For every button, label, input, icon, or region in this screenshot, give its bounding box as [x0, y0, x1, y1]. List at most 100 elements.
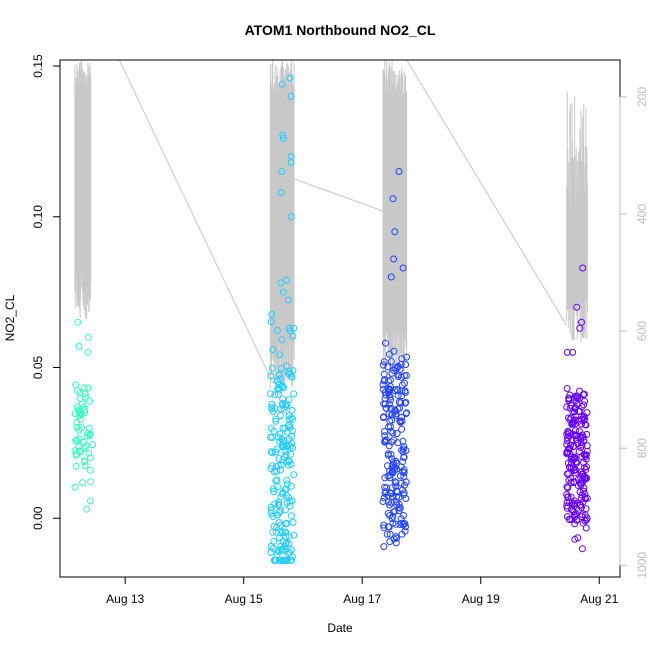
data-point [402, 410, 410, 418]
data-point [282, 540, 290, 548]
data-point [75, 342, 83, 350]
data-point [578, 453, 586, 461]
data-point [285, 421, 293, 429]
data-point [274, 483, 282, 491]
y-tick-label: 0.10 [31, 205, 45, 229]
data-point [273, 467, 281, 475]
x-tick-label: Aug 15 [225, 592, 263, 606]
data-point [72, 462, 80, 470]
data-point [277, 461, 285, 469]
data-point [280, 437, 288, 445]
data-point [281, 556, 289, 564]
x-tick-label: Aug 21 [580, 592, 618, 606]
x-tick-label: Aug 13 [106, 592, 144, 606]
data-point [72, 381, 80, 389]
data-point [578, 470, 586, 478]
data-point [391, 463, 399, 471]
data-point [390, 255, 398, 263]
data-point [581, 415, 589, 423]
data-point [389, 519, 397, 527]
data-point [563, 483, 571, 491]
data-point [384, 451, 392, 459]
data-point [290, 390, 298, 398]
data-point [380, 358, 388, 366]
x-axis-label: Date [327, 621, 353, 635]
data-point [288, 512, 295, 520]
data-point [388, 484, 396, 492]
data-point [567, 479, 575, 487]
data-point [398, 381, 406, 389]
data-point [401, 387, 409, 395]
data-point [582, 466, 590, 473]
data-point [71, 483, 79, 491]
data-point [282, 451, 290, 459]
data-point [283, 476, 291, 484]
data-point [570, 508, 578, 516]
data-point [282, 520, 290, 528]
data-point [277, 543, 284, 550]
data-point [86, 431, 93, 439]
x-tick-label: Aug 19 [462, 592, 500, 606]
data-point [268, 310, 276, 318]
data-point [275, 501, 283, 509]
data-point [387, 273, 395, 281]
data-point [576, 488, 584, 496]
data-point [267, 506, 275, 514]
data-point [279, 488, 287, 496]
data-point [400, 466, 408, 474]
data-point [579, 264, 587, 272]
data-point [575, 448, 583, 455]
data-point [272, 528, 280, 536]
data-point [400, 512, 408, 519]
data-point [580, 401, 588, 409]
secondary-tick-label: 600 [635, 321, 649, 341]
data-point [401, 399, 409, 407]
data-point [72, 450, 80, 458]
data-point [569, 430, 577, 438]
data-point [565, 476, 573, 484]
data-point [576, 408, 584, 415]
data-point [75, 407, 83, 415]
data-point [579, 519, 587, 527]
data-point [395, 503, 403, 511]
data-point [267, 372, 275, 380]
data-point [284, 550, 292, 557]
data-point [285, 412, 293, 420]
data-point [73, 423, 81, 431]
data-point [84, 384, 92, 392]
data-point [399, 448, 407, 456]
chart-title: ATOM1 Northbound NO2_CL [245, 22, 436, 38]
data-point [385, 523, 393, 531]
data-point [572, 427, 579, 435]
data-point [279, 288, 287, 296]
data-point [270, 427, 278, 435]
data-point [392, 482, 400, 490]
data-point [563, 513, 571, 520]
y-axis-label: NO2_CL [3, 294, 17, 341]
data-point [572, 393, 580, 400]
data-point [85, 425, 93, 432]
data-point [267, 543, 275, 550]
data-point [380, 370, 388, 378]
data-point [287, 92, 295, 100]
data-point [286, 548, 294, 556]
data-point [279, 134, 287, 142]
data-point [274, 378, 282, 386]
data-point [274, 385, 282, 393]
data-point [581, 397, 589, 405]
data-point [579, 414, 587, 422]
data-point [273, 476, 281, 484]
data-point [582, 451, 590, 459]
data-point [400, 491, 407, 499]
data-point [390, 436, 398, 444]
y-tick-label: 0.00 [31, 506, 45, 530]
data-point [389, 195, 397, 203]
data-point [393, 430, 401, 437]
data-point [403, 353, 411, 361]
data-point [267, 318, 275, 326]
data-point [282, 528, 290, 536]
data-point [380, 414, 387, 422]
data-point [564, 448, 572, 456]
data-point [399, 458, 407, 466]
